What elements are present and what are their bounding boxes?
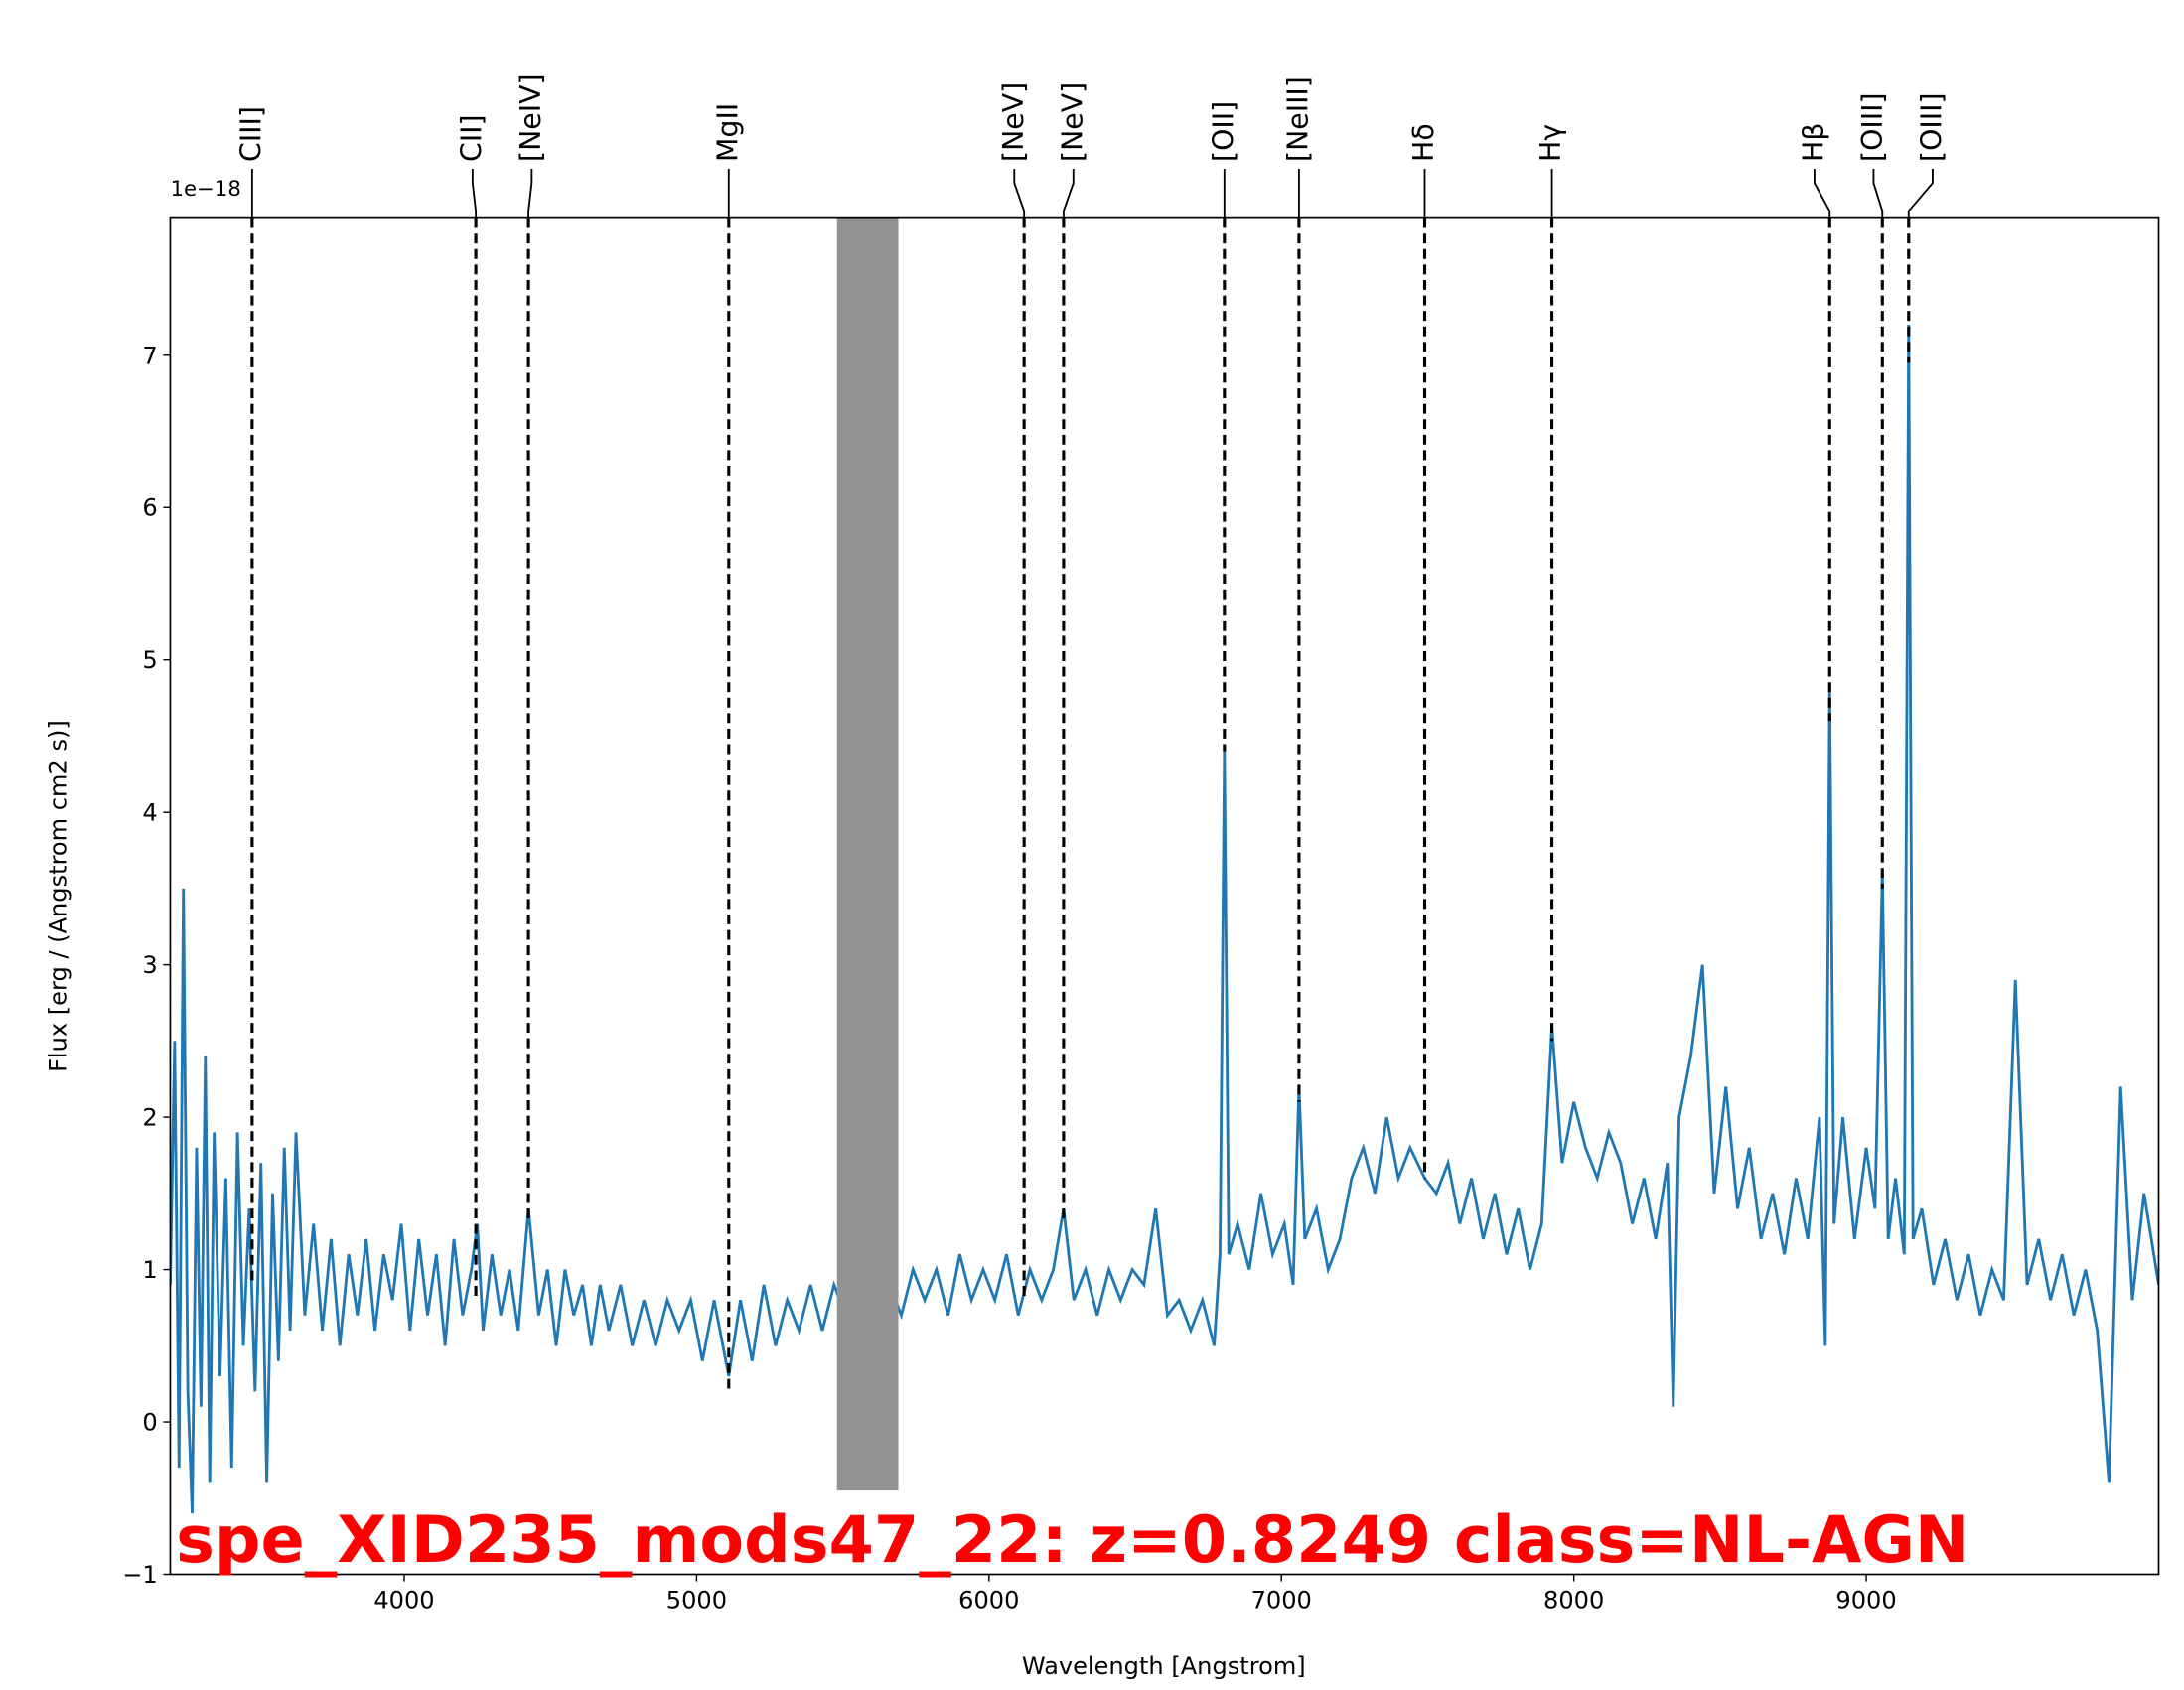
emission-label: Hβ xyxy=(1797,123,1829,162)
x-tick-label: 6000 xyxy=(958,1587,1019,1615)
emission-label: MgII xyxy=(711,103,744,162)
y-tick-label: 3 xyxy=(142,951,157,979)
x-tick-label: 9000 xyxy=(1835,1587,1896,1615)
emission-label: [NeIII] xyxy=(1281,76,1314,162)
y-offset-label: 1e−18 xyxy=(170,177,240,202)
emission-label: [OIII] xyxy=(1856,92,1889,161)
x-tick-label: 7000 xyxy=(1251,1587,1312,1615)
emission-label: CII] xyxy=(455,114,488,162)
emission-label: Hγ xyxy=(1534,124,1567,162)
y-tick-label: 2 xyxy=(142,1104,157,1132)
y-axis-label: Flux [erg / (Angstrom cm2 s)] xyxy=(45,720,73,1072)
emission-label: [OII] xyxy=(1207,101,1239,162)
y-tick-label: 6 xyxy=(142,494,157,522)
emission-label: [NeIV] xyxy=(514,73,547,161)
label-leader xyxy=(471,169,478,218)
spectrum-line xyxy=(170,325,2159,1514)
emission-label: [NeV] xyxy=(997,82,1030,162)
emission-label: [OIII] xyxy=(1915,92,1948,161)
plot-frame xyxy=(169,216,2160,1576)
y-tick-label: −1 xyxy=(122,1561,157,1589)
label-leader xyxy=(1872,169,1884,218)
y-tick-label: 4 xyxy=(142,799,157,827)
x-axis-label: Wavelength [Angstrom] xyxy=(1022,1652,1306,1680)
emission-label: [NeV] xyxy=(1056,82,1089,162)
x-tick-label: 8000 xyxy=(1543,1587,1604,1615)
emission-label: Hδ xyxy=(1407,123,1440,162)
label-leader xyxy=(1013,169,1026,218)
y-tick-label: 1 xyxy=(142,1256,157,1284)
y-tick-label: 7 xyxy=(142,342,157,369)
x-tick-label: 5000 xyxy=(666,1587,727,1615)
label-leader xyxy=(527,169,533,218)
y-tick-label: 0 xyxy=(142,1409,157,1437)
label-leader xyxy=(1814,169,1831,218)
chart-title: spe_XID235_mods47_22: z=0.8249 class=NL-… xyxy=(176,1503,1968,1578)
label-leader xyxy=(1907,169,1934,218)
y-tick-label: 5 xyxy=(142,646,157,674)
label-leader xyxy=(1062,169,1075,218)
x-tick-label: 4000 xyxy=(373,1587,434,1615)
masked-region xyxy=(836,217,899,1491)
emission-label: CIII] xyxy=(234,106,267,162)
